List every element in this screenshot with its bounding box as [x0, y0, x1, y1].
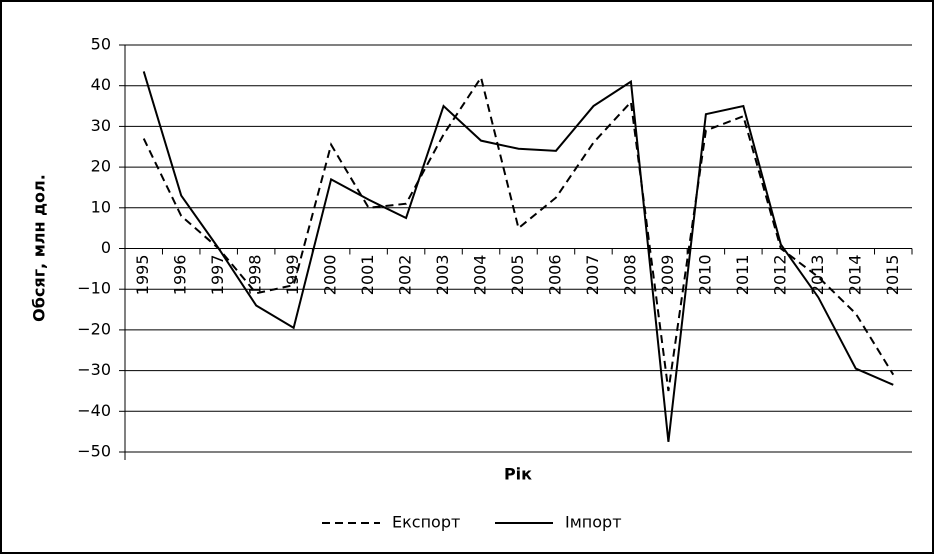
x-tick-label: 2005: [508, 255, 527, 296]
x-tick-label: 2010: [695, 255, 714, 296]
y-tick-label: 20: [91, 157, 111, 176]
x-tick-label: 2006: [545, 255, 564, 296]
x-tick-label: 1999: [283, 255, 302, 296]
x-tick-label: 2004: [471, 255, 490, 296]
x-tick-label: 2009: [658, 255, 677, 296]
x-tick-label: 2003: [433, 255, 452, 296]
legend-label: Експорт: [392, 513, 460, 532]
legend-label: Імпорт: [565, 513, 622, 532]
y-axis-label: Обсяг, млн дол.: [30, 174, 49, 322]
line-series: [142, 71, 894, 442]
y-tick-label: −30: [77, 360, 111, 379]
x-tick-label: 2015: [883, 255, 902, 296]
x-axis-label: Рік: [504, 465, 532, 484]
y-tick-label: −40: [77, 401, 111, 420]
x-tick-label: 2013: [808, 255, 827, 296]
x-tick-label: 2000: [321, 255, 340, 296]
x-tick-label: 1996: [171, 255, 190, 296]
x-tick-label: 1998: [246, 255, 265, 296]
x-tick-label: 2008: [620, 255, 639, 296]
y-tick-label: 50: [91, 35, 111, 54]
x-tick-label: 1997: [208, 255, 227, 296]
y-tick-label: 10: [91, 197, 111, 216]
y-tick-label: 0: [101, 238, 111, 257]
x-tick-label: 2011: [733, 255, 752, 296]
x-tick-label: 1995: [133, 255, 152, 296]
x-tick-label: 2012: [770, 255, 789, 296]
x-tick-label: 2002: [396, 255, 415, 296]
y-tick-label: −10: [77, 279, 111, 298]
y-tick-label: 40: [91, 75, 111, 94]
y-tick-label: 30: [91, 116, 111, 135]
x-tick-label: 2007: [583, 255, 602, 296]
x-tick-label: 2001: [358, 255, 377, 296]
x-tick-label: 2014: [845, 255, 864, 296]
y-tick-label: −50: [77, 442, 111, 461]
y-tick-label: −20: [77, 319, 111, 338]
